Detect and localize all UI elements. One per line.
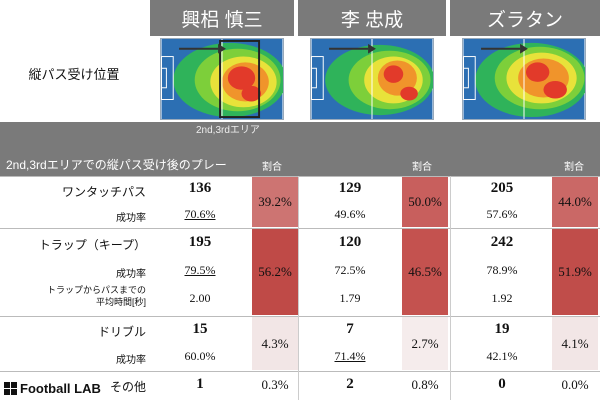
dribble-ratio-3: 4.1%: [552, 317, 598, 370]
trap-time-label-line1: トラップからパスまでの: [46, 285, 146, 295]
trap-time-3: 1.92: [491, 291, 513, 305]
heatmap-3: [462, 38, 586, 120]
row-divider: [0, 316, 600, 317]
dribble-success-1: 60.0%: [184, 349, 216, 363]
other-ratio-1: 0.3%: [261, 377, 289, 392]
football-lab-logo: Football LAB: [4, 379, 101, 397]
header-blank: [0, 0, 148, 36]
logo-text: Football LAB: [20, 380, 101, 396]
one-touch-ratio-2: 50.0%: [402, 177, 448, 227]
row-divider: [0, 228, 600, 229]
one-touch-count-2: 129: [338, 180, 362, 196]
other-count-2: 2: [346, 376, 354, 392]
zone-note: 2nd,3rdエリア: [196, 125, 260, 136]
dribble-success-label: 成功率: [116, 355, 146, 366]
position-label: 縦パス受け位置: [28, 67, 120, 82]
heatmap-2: [310, 38, 434, 120]
column-divider: [298, 176, 299, 400]
dribble-label: ドリブル: [97, 325, 146, 339]
section-title: 2nd,3rdエリアでの縦パス受け後のプレー: [6, 158, 227, 172]
trap-label: トラップ（キープ）: [38, 238, 146, 252]
row-divider: [0, 371, 600, 372]
one-touch-count-3: 205: [490, 180, 514, 196]
trap-ratio-1: 56.2%: [252, 229, 298, 315]
ratio-header-2: 割合: [412, 162, 432, 173]
dribble-success-3: 42.1%: [486, 349, 518, 363]
dribble-count-2: 7: [346, 321, 354, 337]
player-header-1: 興梠 慎三: [150, 0, 294, 36]
trap-time-2: 1.79: [339, 291, 361, 305]
row-divider: [0, 176, 600, 177]
trap-success-2: 72.5%: [334, 263, 366, 277]
trap-success-3: 78.9%: [486, 263, 518, 277]
trap-count-3: 242: [490, 234, 514, 250]
heatmap-3-image: [463, 39, 585, 119]
dribble-success-2: 71.4%: [334, 349, 366, 363]
column-divider: [450, 176, 451, 400]
heatmap-1: [160, 38, 284, 120]
other-count-1: 1: [196, 376, 204, 392]
trap-time-label-line2: 平均時間[秒]: [95, 297, 146, 307]
section-band: [0, 122, 600, 176]
dribble-ratio-1: 4.3%: [252, 317, 298, 370]
player-header-3: ズラタン: [450, 0, 600, 36]
trap-success-1: 79.5%: [184, 263, 216, 277]
one-touch-success-3: 57.6%: [486, 207, 518, 221]
one-touch-success-2: 49.6%: [334, 207, 366, 221]
one-touch-success-1: 70.6%: [184, 207, 216, 221]
other-ratio-3: 0.0%: [561, 377, 589, 392]
trap-ratio-3: 51.9%: [552, 229, 598, 315]
logo-mark-icon: [4, 381, 17, 395]
trap-count-2: 120: [338, 234, 362, 250]
one-touch-label: ワンタッチパス: [61, 185, 146, 199]
one-touch-success-label: 成功率: [116, 213, 146, 224]
one-touch-ratio-1: 39.2%: [252, 177, 298, 227]
dribble-count-3: 19: [494, 321, 510, 337]
trap-success-label: 成功率: [116, 269, 146, 280]
one-touch-ratio-3: 44.0%: [552, 177, 598, 227]
heatmap-1-image: [161, 39, 283, 119]
trap-time-1: 2.00: [189, 291, 211, 305]
other-ratio-2: 0.8%: [411, 377, 439, 392]
trap-count-1: 195: [188, 234, 212, 250]
ratio-header-1: 割合: [262, 162, 282, 173]
other-label: その他: [109, 380, 146, 394]
trap-ratio-2: 46.5%: [402, 229, 448, 315]
other-count-3: 0: [498, 376, 506, 392]
heatmap-2-image: [311, 39, 433, 119]
dribble-ratio-2: 2.7%: [402, 317, 448, 370]
ratio-header-3: 割合: [564, 162, 584, 173]
player-header-2: 李 忠成: [298, 0, 446, 36]
one-touch-count-1: 136: [188, 180, 212, 196]
dribble-count-1: 15: [192, 321, 208, 337]
